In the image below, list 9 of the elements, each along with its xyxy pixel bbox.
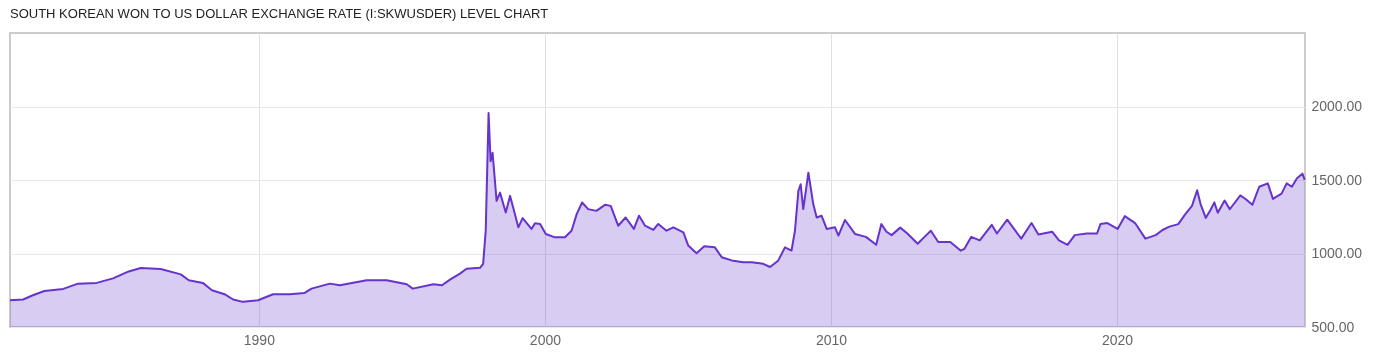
y-tick-label: 1500.00	[1311, 171, 1363, 188]
y-tick-label: 2000.00	[1311, 98, 1363, 114]
chart-title: SOUTH KOREAN WON TO US DOLLAR EXCHANGE RATE (I:SKWUSDER) LEVEL CHART	[10, 6, 549, 21]
x-tick-label: 2000	[529, 331, 562, 348]
x-tick-label: 2010	[815, 331, 848, 348]
y-tick-label: 1000.00	[1311, 245, 1363, 261]
x-tick-label: 1990	[243, 331, 276, 348]
y-tick-label: 500.00	[1311, 318, 1355, 335]
x-tick-label: 2020	[1101, 331, 1134, 348]
